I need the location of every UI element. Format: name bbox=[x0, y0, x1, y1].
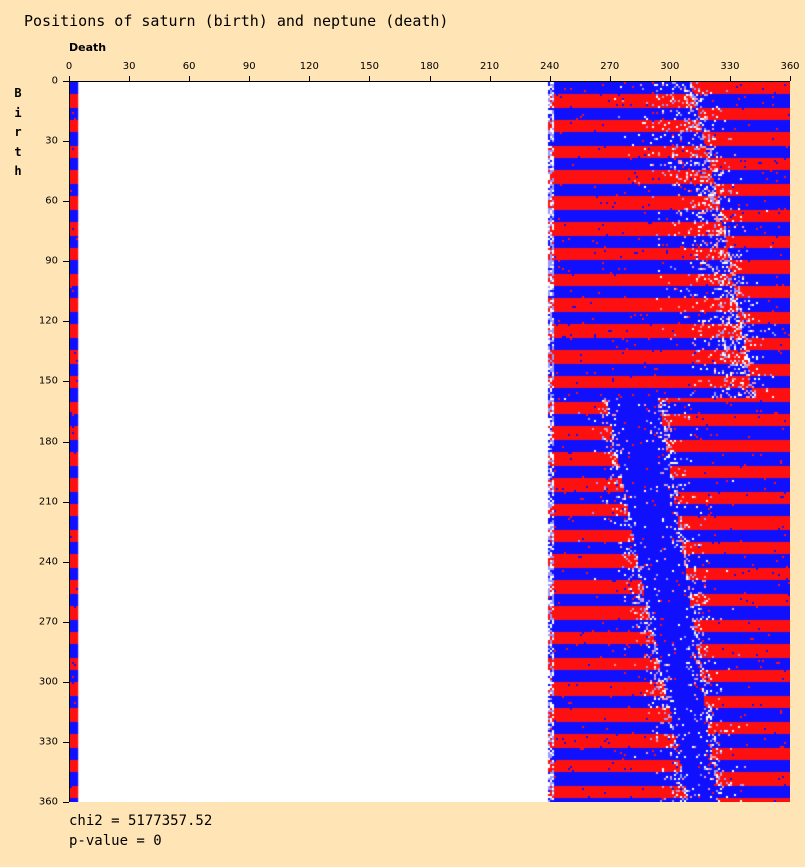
y-axis-label-letter: i bbox=[14, 105, 22, 120]
y-tick-label: 210 bbox=[38, 496, 58, 508]
y-tick-label: 90 bbox=[45, 255, 58, 267]
x-tick-label: 120 bbox=[299, 61, 319, 72]
x-tick-label: 360 bbox=[780, 61, 800, 72]
x-tick-label: 30 bbox=[122, 61, 136, 72]
x-tick-mark bbox=[730, 76, 731, 81]
x-tick-mark bbox=[69, 76, 70, 81]
x-tick-mark bbox=[309, 76, 310, 81]
chi2-stat: chi2 = 5177357.52 bbox=[69, 813, 213, 829]
x-tick-label: 330 bbox=[720, 61, 740, 72]
y-axis-label-letter: B bbox=[14, 86, 22, 100]
y-tick-mark bbox=[63, 201, 69, 202]
y-tick-mark bbox=[63, 682, 69, 683]
x-tick-mark bbox=[129, 76, 130, 81]
x-tick-mark bbox=[249, 76, 250, 81]
y-tick-mark bbox=[63, 562, 69, 563]
x-tick-label: 300 bbox=[660, 61, 680, 72]
x-tick-label: 240 bbox=[540, 61, 560, 72]
x-tick-mark bbox=[550, 76, 551, 81]
chart-title: Positions of saturn (birth) and neptune … bbox=[24, 12, 449, 30]
y-tick-mark bbox=[63, 622, 69, 623]
y-tick-label: 240 bbox=[38, 556, 58, 568]
y-axis-label-letter: r bbox=[14, 125, 22, 139]
y-tick-mark bbox=[63, 742, 69, 743]
y-tick-mark bbox=[63, 81, 69, 82]
x-tick-label: 0 bbox=[65, 61, 73, 72]
y-tick-label: 330 bbox=[38, 736, 58, 748]
y-tick-label: 270 bbox=[38, 616, 58, 628]
x-tick-mark bbox=[790, 76, 791, 81]
x-tick-mark bbox=[369, 76, 370, 81]
y-axis-label-letter: h bbox=[14, 164, 22, 178]
x-tick-label: 180 bbox=[419, 61, 440, 72]
x-tick-label: 90 bbox=[242, 61, 256, 72]
y-tick-mark bbox=[63, 321, 69, 322]
y-tick-mark bbox=[63, 261, 69, 262]
y-tick-label: 120 bbox=[38, 315, 58, 327]
y-tick-label: 30 bbox=[45, 135, 58, 147]
x-axis-label: Death bbox=[69, 41, 107, 54]
y-tick-label: 60 bbox=[45, 195, 58, 207]
x-tick-mark bbox=[610, 76, 611, 81]
y-axis-label-letter: t bbox=[14, 144, 22, 159]
x-tick-mark bbox=[430, 76, 431, 81]
x-tick-label: 60 bbox=[182, 61, 196, 72]
x-tick-label: 270 bbox=[600, 61, 620, 72]
p-value-stat: p-value = 0 bbox=[69, 833, 162, 849]
y-tick-mark bbox=[63, 141, 69, 142]
y-tick-label: 0 bbox=[51, 75, 58, 87]
heatmap-plot-area bbox=[69, 81, 790, 802]
y-tick-mark bbox=[63, 442, 69, 443]
x-tick-mark bbox=[189, 76, 190, 81]
y-tick-mark bbox=[63, 502, 69, 503]
x-tick-label: 210 bbox=[480, 61, 500, 72]
y-tick-mark bbox=[63, 381, 69, 382]
y-tick-label: 150 bbox=[38, 375, 58, 387]
x-tick-label: 150 bbox=[359, 61, 379, 72]
x-tick-mark bbox=[670, 76, 671, 81]
heatmap-cells bbox=[70, 82, 790, 802]
y-tick-label: 300 bbox=[38, 676, 58, 688]
y-tick-label: 360 bbox=[38, 796, 58, 808]
x-tick-mark bbox=[490, 76, 491, 81]
y-tick-label: 180 bbox=[38, 436, 58, 447]
y-tick-mark bbox=[63, 802, 69, 803]
